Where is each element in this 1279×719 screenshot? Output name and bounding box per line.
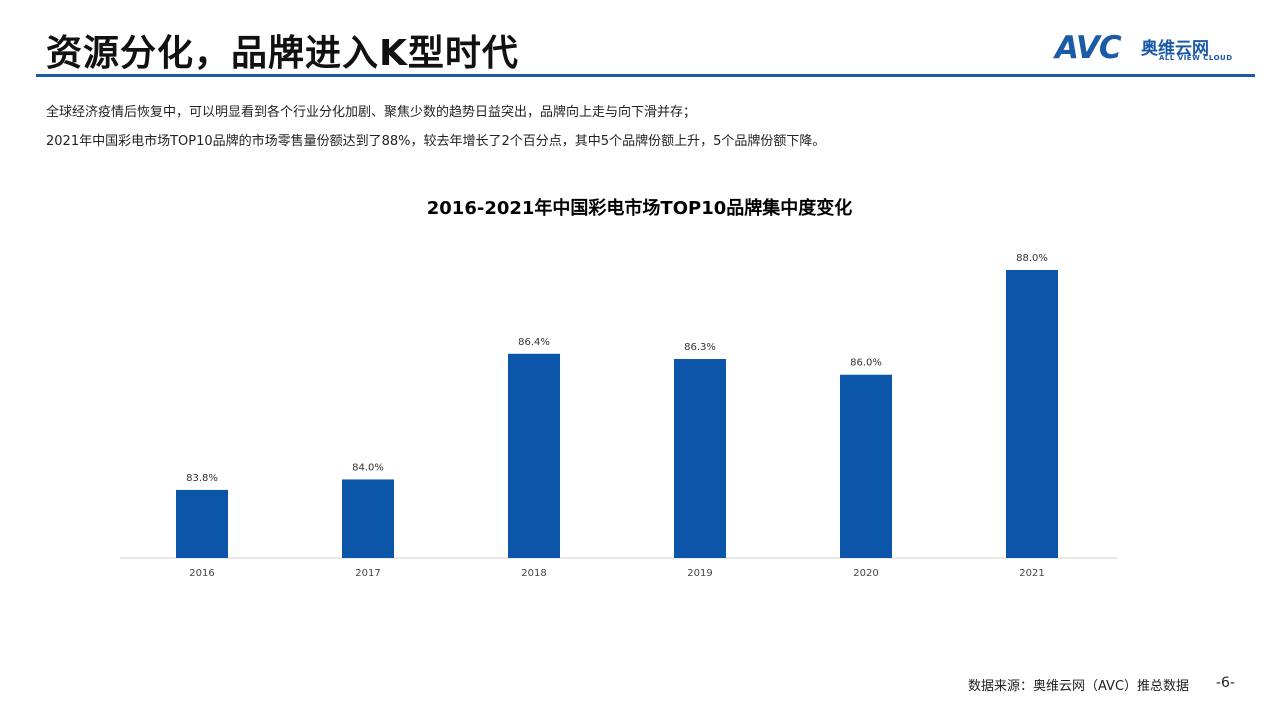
description-line-2: 2021年中国彩电市场TOP10品牌的市场零售量份额达到了88%，较去年增长了2… [46, 134, 826, 149]
page-title: 资源分化，品牌进入K型时代 [46, 33, 519, 74]
data-label-2021: 88.0% [1016, 253, 1048, 264]
x-tick-2016: 2016 [189, 568, 214, 579]
x-tick-2020: 2020 [853, 568, 878, 579]
bar-2020 [840, 374, 892, 558]
x-tick-2017: 2017 [355, 568, 380, 579]
data-label-2019: 86.3% [684, 342, 716, 353]
avc-logo: AVC 奥维云网 ALL VIEW CLOUD [1055, 30, 1245, 66]
x-tick-2018: 2018 [521, 568, 546, 579]
data-source: 数据来源：奥维云网（AVC）推总数据 [968, 679, 1190, 694]
logo-brand: AVC [1055, 30, 1122, 66]
bar-2016 [176, 489, 228, 558]
data-label-2017: 84.0% [352, 462, 384, 473]
x-tick-2019: 2019 [687, 568, 712, 579]
bar-2018 [508, 353, 560, 558]
data-label-2016: 83.8% [186, 473, 218, 484]
chart-title: 2016-2021年中国彩电市场TOP10品牌集中度变化 [426, 198, 853, 219]
bar-2017 [342, 479, 394, 558]
logo-cn: 奥维云网 [1141, 39, 1209, 59]
bar-2019 [674, 359, 726, 558]
x-tick-2021: 2021 [1019, 568, 1044, 579]
page-number: -6- [1216, 675, 1236, 691]
data-label-2020: 86.0% [850, 358, 882, 369]
description-line-1: 全球经济疫情后恢复中，可以明显看到各个行业分化加剧、聚焦少数的趋势日益突出，品牌… [46, 105, 697, 120]
title-underline [36, 74, 1255, 77]
logo-en: ALL VIEW CLOUD [1159, 54, 1233, 62]
data-label-2018: 86.4% [518, 337, 550, 348]
bar-2021 [1006, 270, 1058, 558]
